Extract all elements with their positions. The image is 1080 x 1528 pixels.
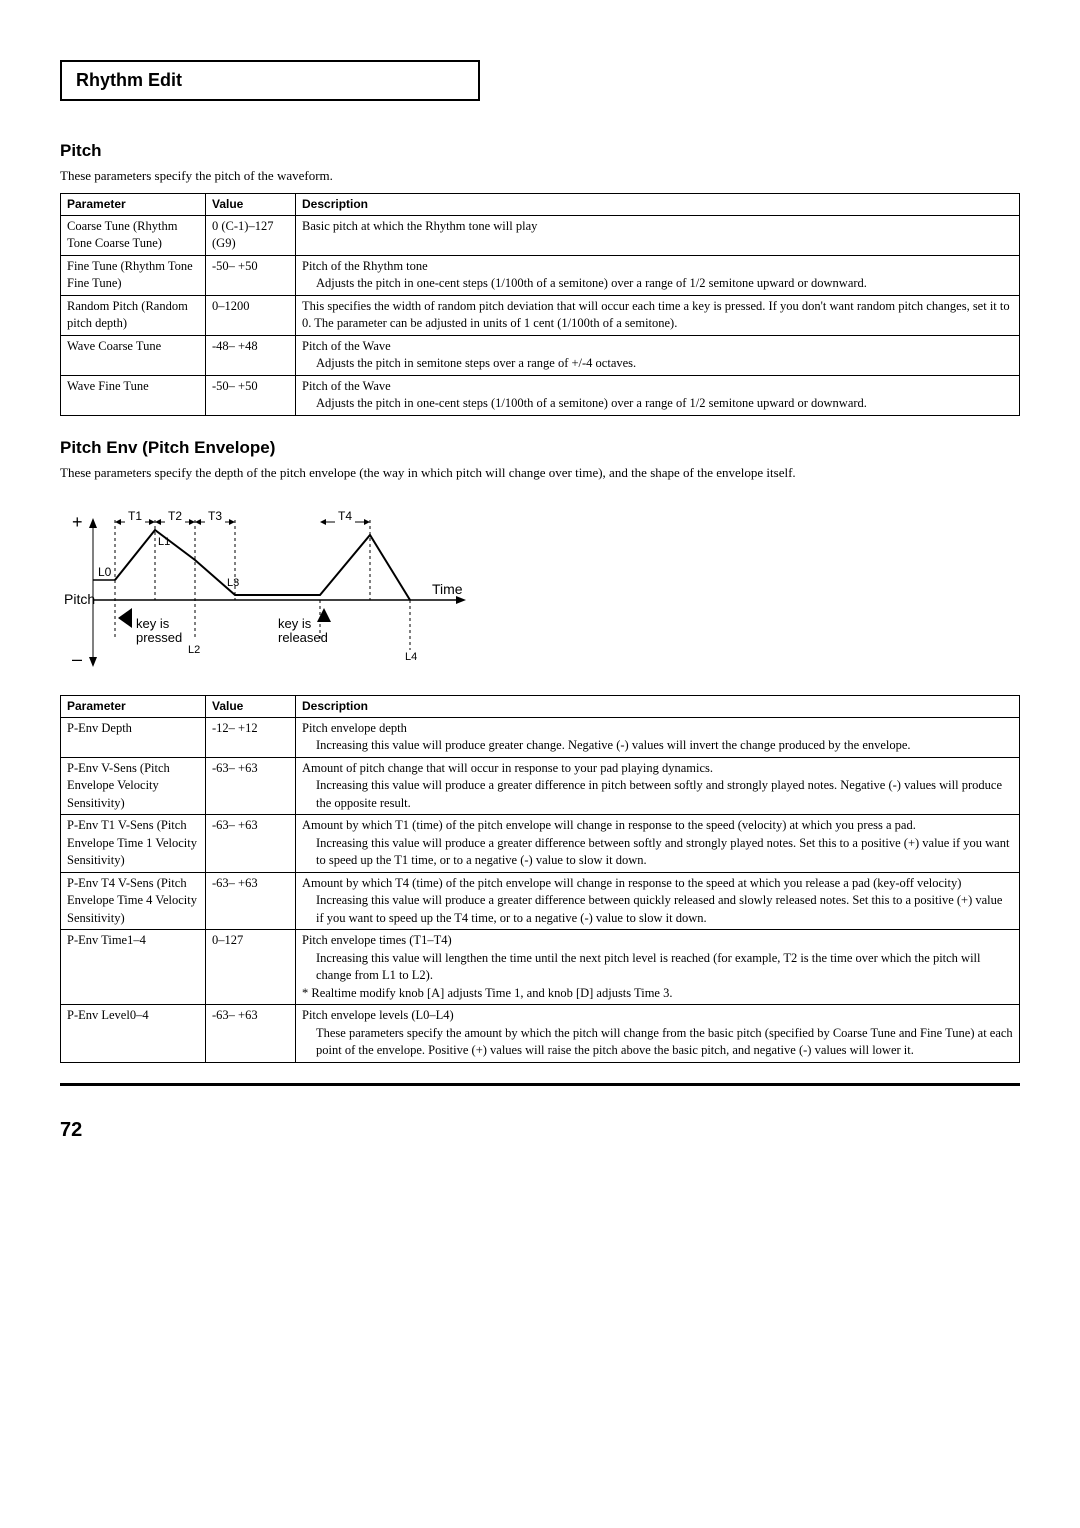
table-row: P-Env T4 V-Sens (Pitch Envelope Time 4 V… [61,872,1020,930]
cell-value: -63– +63 [206,815,296,873]
t1-label: T1 [128,509,142,523]
table-row: Wave Fine Tune-50– +50Pitch of the WaveA… [61,375,1020,415]
cell-value: 0–127 [206,930,296,1005]
cell-value: -63– +63 [206,1005,296,1063]
th-parameter: Parameter [61,194,206,216]
table-row: Coarse Tune (Rhythm Tone Coarse Tune)0 (… [61,215,1020,255]
key-release-1: key is [278,616,312,631]
cell-desc: Pitch envelope times (T1–T4)Increasing t… [296,930,1020,1005]
table-row: Fine Tune (Rhythm Tone Fine Tune)-50– +5… [61,255,1020,295]
table-row: P-Env Depth-12– +12Pitch envelope depthI… [61,717,1020,757]
l2-label: L2 [188,644,200,656]
cell-desc: Pitch of the WaveAdjusts the pitch in se… [296,335,1020,375]
cell-param: P-Env V-Sens (Pitch Envelope Velocity Se… [61,757,206,815]
cell-param: P-Env Level0–4 [61,1005,206,1063]
table-header-row: Parameter Value Description [61,194,1020,216]
time-label: Time [432,581,463,597]
pitch-table: Parameter Value Description Coarse Tune … [60,193,1020,416]
table-row: P-Env V-Sens (Pitch Envelope Velocity Se… [61,757,1020,815]
key-press-2: pressed [136,630,182,645]
rhythm-edit-box: Rhythm Edit [60,60,480,101]
cell-desc: Basic pitch at which the Rhythm tone wil… [296,215,1020,255]
plus-label: + [72,512,83,532]
cell-param: Wave Fine Tune [61,375,206,415]
t4-label: T4 [338,509,352,523]
table-row: Random Pitch (Random pitch depth)0–1200T… [61,295,1020,335]
cell-value: -48– +48 [206,335,296,375]
table-row: Wave Coarse Tune-48– +48Pitch of the Wav… [61,335,1020,375]
cell-desc: Amount of pitch change that will occur i… [296,757,1020,815]
key-release-2: released [278,630,328,645]
table-row: P-Env Level0–4-63– +63Pitch envelope lev… [61,1005,1020,1063]
cell-value: 0–1200 [206,295,296,335]
cell-param: Coarse Tune (Rhythm Tone Coarse Tune) [61,215,206,255]
cell-desc: This specifies the width of random pitch… [296,295,1020,335]
pitch-intro: These parameters specify the pitch of th… [60,167,1020,185]
key-press-1: key is [136,616,170,631]
cell-param: Wave Coarse Tune [61,335,206,375]
pitch-heading: Pitch [60,139,1020,163]
cell-value: 0 (C-1)–127 (G9) [206,215,296,255]
cell-value: -12– +12 [206,717,296,757]
cell-value: -63– +63 [206,757,296,815]
pitchenv-heading: Pitch Env (Pitch Envelope) [60,436,1020,460]
cell-desc: Pitch envelope levels (L0–L4)These param… [296,1005,1020,1063]
minus-label: – [72,649,82,669]
cell-desc: Amount by which T4 (time) of the pitch e… [296,872,1020,930]
pitchenv-table: Parameter Value Description P-Env Depth-… [60,695,1020,1063]
table-row: P-Env T1 V-Sens (Pitch Envelope Time 1 V… [61,815,1020,873]
table-row: P-Env Time1–40–127Pitch envelope times (… [61,930,1020,1005]
cell-desc: Amount by which T1 (time) of the pitch e… [296,815,1020,873]
pitchenv-intro: These parameters specify the depth of th… [60,464,1020,482]
cell-param: P-Env Depth [61,717,206,757]
cell-value: -50– +50 [206,375,296,415]
t2-label: T2 [168,509,182,523]
page-number: 72 [60,1116,1020,1144]
th-description: Description [296,194,1020,216]
l3-label: L3 [227,577,239,589]
cell-param: Random Pitch (Random pitch depth) [61,295,206,335]
th-parameter: Parameter [61,696,206,718]
pitch-label: Pitch [64,591,95,607]
cell-param: P-Env T1 V-Sens (Pitch Envelope Time 1 V… [61,815,206,873]
l4-label: L4 [405,651,417,663]
cell-param: Fine Tune (Rhythm Tone Fine Tune) [61,255,206,295]
th-value: Value [206,696,296,718]
footer-rule [60,1083,1020,1086]
cell-desc: Pitch of the WaveAdjusts the pitch in on… [296,375,1020,415]
cell-value: -63– +63 [206,872,296,930]
table-header-row: Parameter Value Description [61,696,1020,718]
l1-label: L1 [158,536,170,548]
th-description: Description [296,696,1020,718]
cell-value: -50– +50 [206,255,296,295]
t3-label: T3 [208,509,222,523]
cell-desc: Pitch of the Rhythm toneAdjusts the pitc… [296,255,1020,295]
rhythm-edit-title: Rhythm Edit [76,70,182,90]
pitch-envelope-diagram: + – L0 Pitch Time T1 T2 T3 T [60,500,500,680]
th-value: Value [206,194,296,216]
cell-desc: Pitch envelope depthIncreasing this valu… [296,717,1020,757]
l0-label: L0 [98,565,112,579]
cell-param: P-Env T4 V-Sens (Pitch Envelope Time 4 V… [61,872,206,930]
cell-param: P-Env Time1–4 [61,930,206,1005]
